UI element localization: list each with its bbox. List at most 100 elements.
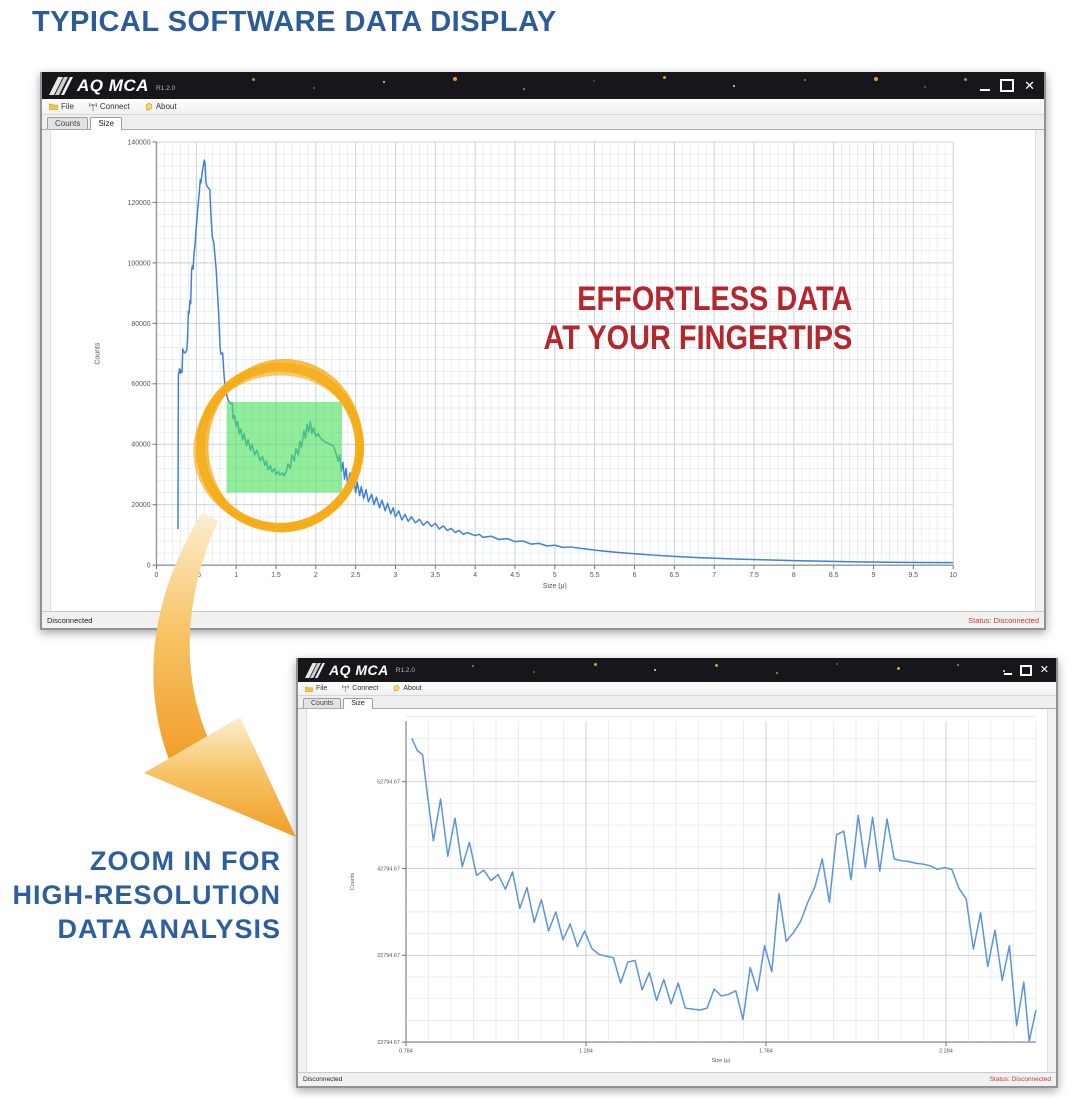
- svg-text:120000: 120000: [128, 200, 151, 207]
- svg-text:32794.67: 32794.67: [377, 953, 400, 959]
- status-right: Status: Disconnected: [968, 615, 1039, 625]
- svg-text:0: 0: [147, 563, 151, 570]
- svg-text:7: 7: [712, 572, 716, 579]
- svg-text:5.5: 5.5: [590, 572, 600, 579]
- app-name: AQ MCA: [329, 662, 389, 678]
- menu-bar: File Connect About: [298, 682, 1056, 696]
- main-app-window: AQ MCA R1.2.0 ✕ File Connect: [40, 72, 1046, 630]
- app-logo: AQ MCA R1.2.0: [305, 662, 415, 678]
- menu-file-label: File: [316, 685, 328, 692]
- svg-text:1.5: 1.5: [271, 572, 281, 579]
- app-name: AQ MCA: [77, 75, 149, 95]
- menu-connect-label: Connect: [352, 685, 379, 692]
- status-left: Disconnected: [303, 1076, 343, 1083]
- tab-size[interactable]: Size: [90, 117, 122, 130]
- caption-line-3: DATA ANALYSIS: [57, 913, 281, 944]
- svg-text:3.5: 3.5: [431, 572, 441, 579]
- svg-text:1.284: 1.284: [579, 1049, 593, 1055]
- svg-text:10: 10: [949, 572, 957, 579]
- logo-stripes-icon: [49, 76, 73, 95]
- folder-icon: [49, 103, 58, 110]
- status-bar: Disconnected Status: Disconnected: [298, 1072, 1056, 1086]
- chart-area: › ‹ 020000400006000080000100000120000140…: [42, 130, 1044, 611]
- status-right: Status: Disconnected: [989, 1076, 1051, 1083]
- title-bar[interactable]: AQ MCA R1.2.0 ✕: [298, 658, 1056, 682]
- zoom-caption: ZOOM IN FOR HIGH-RESOLUTION DATA ANALYSI…: [5, 845, 281, 946]
- left-panel-strip: [298, 709, 307, 1072]
- svg-text:80000: 80000: [131, 321, 150, 328]
- caption-line-2: HIGH-RESOLUTION: [12, 879, 281, 910]
- svg-text:1.784: 1.784: [759, 1049, 773, 1055]
- svg-text:42794.67: 42794.67: [377, 866, 400, 872]
- svg-text:8.5: 8.5: [829, 572, 839, 579]
- svg-text:7.5: 7.5: [749, 572, 759, 579]
- logo-stripes-icon: [305, 662, 325, 678]
- title-bar[interactable]: AQ MCA R1.2.0 ✕: [42, 72, 1044, 99]
- minimize-button[interactable]: [980, 80, 991, 91]
- close-button[interactable]: ✕: [1039, 663, 1049, 676]
- svg-text:40000: 40000: [131, 442, 150, 449]
- right-panel-strip: [1035, 130, 1044, 611]
- about-icon: [145, 102, 153, 111]
- overview-chart[interactable]: 0 20000 40000 60000 80000 100000 120000 140000 0…: [50, 130, 1036, 611]
- page-title: TYPICAL SOFTWARE DATA DISPLAY: [32, 6, 557, 38]
- menu-about[interactable]: About: [145, 102, 177, 111]
- antenna-icon: [88, 102, 97, 111]
- svg-text:2.284: 2.284: [939, 1049, 953, 1055]
- menu-about-label: About: [155, 102, 177, 111]
- maximize-button[interactable]: [1019, 664, 1032, 676]
- close-button[interactable]: ✕: [1024, 78, 1035, 93]
- status-left: Disconnected: [47, 615, 93, 625]
- svg-text:8: 8: [792, 572, 796, 579]
- tab-size[interactable]: Size: [343, 698, 373, 709]
- menu-connect[interactable]: Connect: [342, 685, 378, 692]
- menu-connect[interactable]: Connect: [88, 102, 130, 111]
- svg-text:Size (μ): Size (μ): [543, 583, 567, 590]
- tab-bar: Counts Size: [298, 696, 1056, 709]
- app-logo: AQ MCA R1.2.0: [49, 76, 175, 96]
- about-icon: [393, 685, 400, 692]
- maximize-button[interactable]: [1000, 79, 1015, 92]
- svg-text:100000: 100000: [128, 260, 151, 267]
- zoom-app-window: AQ MCA R1.2.0 ✕ File Connect: [296, 658, 1058, 1088]
- tab-bar: Counts Size: [42, 115, 1044, 130]
- zoom-chart[interactable]: 22794.67 32794.67 42794.67 52794.67 0.784 1.2…: [306, 709, 1048, 1072]
- menu-file[interactable]: File: [49, 102, 74, 111]
- svg-text:6.5: 6.5: [670, 572, 680, 579]
- svg-text:4.5: 4.5: [510, 572, 520, 579]
- app-version: R1.2.0: [155, 84, 176, 92]
- svg-text:0.784: 0.784: [399, 1049, 413, 1055]
- minimize-button[interactable]: [1003, 666, 1012, 675]
- svg-text:Counts: Counts: [350, 873, 356, 891]
- svg-text:0.5: 0.5: [192, 572, 202, 579]
- menu-file[interactable]: File: [305, 685, 327, 692]
- menu-file-label: File: [61, 102, 74, 111]
- app-version: R1.2.0: [395, 667, 415, 674]
- svg-text:3: 3: [394, 572, 398, 579]
- slogan-text: EFFORTLESS DATA AT YOUR FINGERTIPS: [543, 280, 852, 358]
- caption-line-1: ZOOM IN FOR: [90, 846, 281, 876]
- svg-text:9.5: 9.5: [909, 572, 919, 579]
- slogan-line-1: EFFORTLESS DATA: [576, 280, 852, 318]
- antenna-icon: [342, 685, 350, 692]
- svg-text:2.5: 2.5: [351, 572, 361, 579]
- svg-text:4: 4: [473, 572, 477, 579]
- svg-text:1: 1: [234, 572, 238, 579]
- svg-text:9: 9: [872, 572, 876, 579]
- status-bar: Disconnected Status: Disconnected: [42, 611, 1044, 628]
- svg-text:2: 2: [314, 572, 318, 579]
- tab-counts[interactable]: Counts: [47, 117, 89, 129]
- slogan-line-2: AT YOUR FINGERTIPS: [543, 319, 852, 358]
- menu-connect-label: Connect: [99, 102, 130, 111]
- tab-counts[interactable]: Counts: [303, 698, 342, 708]
- svg-text:5: 5: [553, 572, 557, 579]
- svg-text:20000: 20000: [131, 502, 150, 509]
- chart-area: › ‹ 22794.6732794.6742794.6752794.670.78…: [298, 709, 1056, 1072]
- svg-text:22794.67: 22794.67: [377, 1040, 400, 1046]
- svg-text:6: 6: [633, 572, 637, 579]
- menu-about[interactable]: About: [393, 685, 422, 692]
- svg-text:Size (μ): Size (μ): [711, 1058, 730, 1064]
- svg-text:140000: 140000: [128, 139, 151, 146]
- left-panel-strip: [42, 130, 51, 611]
- svg-text:0: 0: [155, 572, 159, 579]
